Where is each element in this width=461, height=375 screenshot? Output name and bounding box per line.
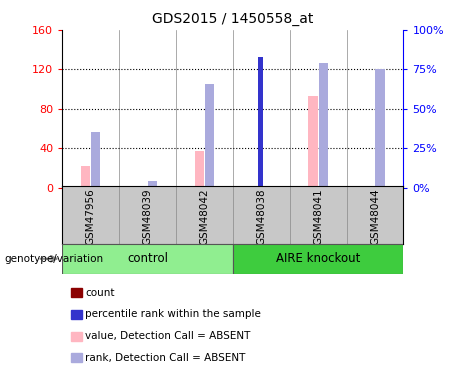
Text: GSM47956: GSM47956 — [86, 189, 96, 245]
Text: count: count — [85, 288, 115, 297]
Bar — [62, 244, 233, 274]
Text: GSM48044: GSM48044 — [370, 189, 380, 245]
Text: GSM48038: GSM48038 — [256, 189, 266, 245]
Text: GSM48039: GSM48039 — [142, 189, 153, 245]
Bar — [91, 132, 100, 188]
Bar — [205, 84, 214, 188]
Bar — [375, 69, 385, 188]
Text: GSM48042: GSM48042 — [199, 189, 209, 245]
Bar — [195, 151, 204, 188]
Bar — [308, 96, 318, 188]
Title: GDS2015 / 1450558_at: GDS2015 / 1450558_at — [152, 12, 313, 26]
Text: GSM48041: GSM48041 — [313, 189, 323, 245]
Bar — [258, 57, 263, 188]
Text: percentile rank within the sample: percentile rank within the sample — [85, 309, 261, 319]
Text: control: control — [127, 252, 168, 265]
Text: AIRE knockout: AIRE knockout — [276, 252, 361, 265]
Bar — [319, 63, 328, 188]
Text: genotype/variation: genotype/variation — [5, 254, 104, 264]
Bar — [148, 181, 157, 188]
Text: rank, Detection Call = ABSENT: rank, Detection Call = ABSENT — [85, 353, 246, 363]
Text: value, Detection Call = ABSENT: value, Detection Call = ABSENT — [85, 331, 251, 341]
Bar — [81, 166, 90, 188]
Bar — [258, 68, 263, 188]
Bar — [233, 244, 403, 274]
